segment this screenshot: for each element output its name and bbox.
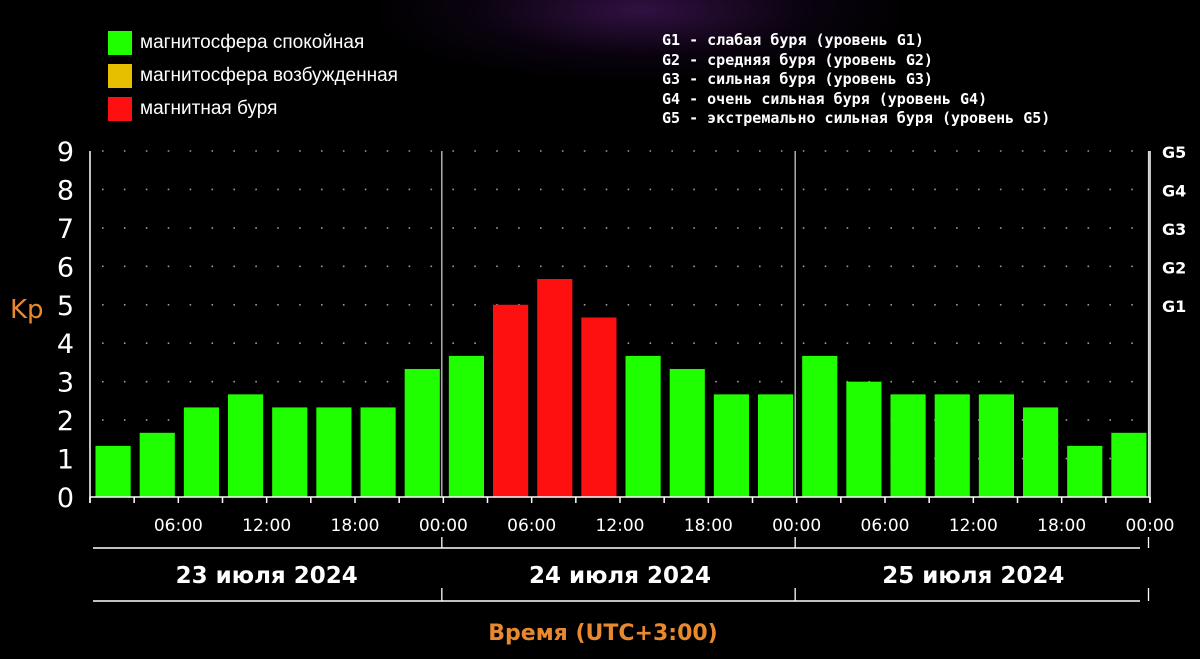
- x-tick-label: 00:00: [1126, 516, 1175, 536]
- y-tick-label: 2: [57, 406, 74, 437]
- storm-level-g4: G4 - очень сильная буря (уровень G4): [662, 89, 988, 108]
- y-tick-label: 9: [57, 137, 74, 168]
- legend-swatch-storm: [108, 97, 132, 121]
- kp-bar: [537, 279, 573, 497]
- kp-bar: [978, 394, 1014, 497]
- kp-bar: [890, 394, 926, 497]
- kp-bar: [758, 394, 794, 497]
- kp-bar: [669, 368, 705, 497]
- legend-item-storm: магнитная буря: [108, 97, 277, 121]
- kp-bar: [802, 355, 838, 497]
- kp-bar: [139, 432, 175, 497]
- x-tick-label: 00:00: [419, 516, 468, 536]
- y-tick-label: 0: [57, 483, 74, 514]
- x-tick-label: 18:00: [1037, 516, 1086, 536]
- y-tick-label: 7: [57, 214, 74, 245]
- legend-label-storm: магнитная буря: [140, 98, 278, 119]
- kp-bar: [95, 445, 131, 497]
- kp-bar: [404, 368, 440, 497]
- x-tick-label: 00:00: [772, 516, 821, 536]
- kp-bar: [1023, 407, 1059, 497]
- legend-label-excited: магнитосфера возбужденная: [140, 65, 398, 86]
- legend-swatch-quiet: [108, 31, 132, 55]
- kp-bar: [713, 394, 749, 497]
- storm-level-g1: G1 - слабая буря (уровень G1): [662, 31, 924, 49]
- x-tick-label: 18:00: [331, 516, 380, 536]
- kp-bar: [272, 407, 308, 497]
- kp-bar: [493, 304, 529, 497]
- kp-bar: [625, 355, 661, 497]
- day-label: 23 июля 2024: [176, 563, 358, 589]
- kp-bar: [360, 407, 396, 497]
- kp-bar: [581, 317, 617, 497]
- kp-bar: [316, 407, 352, 497]
- g-level-tick-label: G4: [1162, 181, 1186, 200]
- day-label: 24 июля 2024: [529, 563, 711, 589]
- storm-level-g2: G2 - средняя буря (уровень G2): [662, 50, 933, 69]
- y-axis-label: Kp: [10, 295, 44, 325]
- x-tick-label: 18:00: [684, 516, 733, 536]
- kp-bar: [846, 381, 882, 497]
- storm-level-g5: G5 - экстремально сильная буря (уровень …: [662, 109, 1051, 127]
- g-level-tick-label: G2: [1162, 258, 1186, 277]
- kp-bar: [228, 394, 264, 497]
- kp-bar: [1111, 432, 1147, 497]
- x-tick-label: 06:00: [154, 516, 203, 536]
- x-tick-label: 12:00: [242, 516, 291, 536]
- kp-bar: [183, 407, 219, 497]
- legend-swatch-excited: [108, 64, 132, 88]
- storm-level-legend: G1 - слабая буря (уровень G1) G2 - средн…: [662, 31, 1050, 129]
- day-label: 25 июля 2024: [882, 563, 1064, 589]
- g-level-tick-label: G1: [1162, 297, 1186, 316]
- x-tick-label: 06:00: [861, 516, 910, 536]
- y-tick-label: 6: [57, 252, 74, 283]
- y-tick-label: 5: [57, 291, 74, 322]
- legend-label-quiet: магнитосфера спокойная: [140, 32, 365, 53]
- storm-level-g3: G3 - сильная буря (уровень G3): [662, 70, 933, 88]
- y-tick-label: 1: [57, 445, 74, 476]
- g-level-tick-label: G5: [1162, 143, 1186, 162]
- kp-bar: [934, 394, 970, 497]
- x-tick-label: 12:00: [596, 516, 645, 536]
- kp-bar: [448, 355, 484, 497]
- kp-bar: [1067, 445, 1103, 497]
- y-tick-label: 3: [57, 368, 74, 399]
- x-tick-label: 12:00: [949, 516, 998, 536]
- y-tick-label: 4: [57, 329, 74, 360]
- g-level-tick-label: G3: [1162, 220, 1186, 239]
- x-axis-label: Время (UTC+3:00): [488, 621, 718, 646]
- legend-item-excited: магнитосфера возбужденная: [108, 64, 398, 88]
- legend-item-quiet: магнитосфера спокойная: [108, 31, 364, 55]
- y-tick-label: 8: [57, 175, 74, 206]
- x-tick-label: 06:00: [507, 516, 556, 536]
